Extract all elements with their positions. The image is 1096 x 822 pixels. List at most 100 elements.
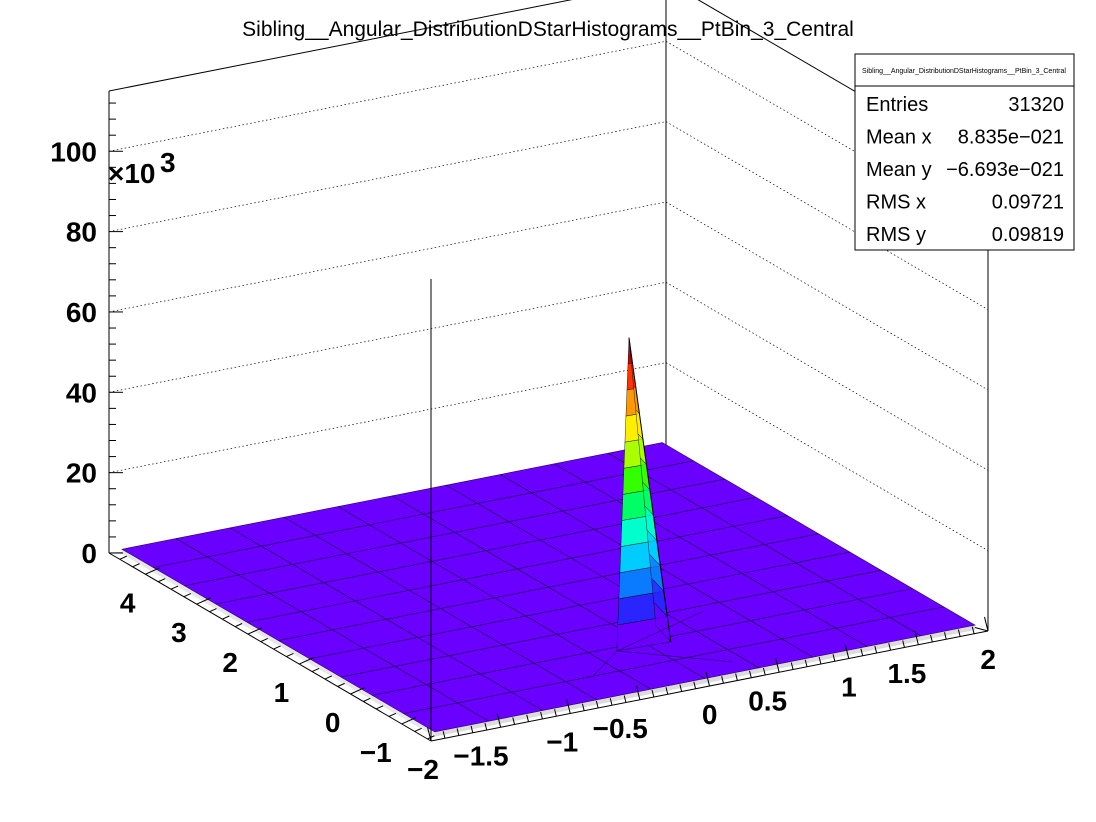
stats-label: Mean x — [866, 127, 932, 149]
x-tick-mark — [623, 695, 627, 703]
x-tick-mark — [804, 659, 808, 667]
x-tick-mark — [749, 670, 752, 678]
y-tick-mark — [414, 727, 422, 732]
spike-base-line — [616, 611, 703, 652]
chart-title: Sibling__Angular_DistributionDStarHistog… — [242, 18, 854, 41]
y-tick-mark — [196, 597, 211, 605]
x-tick-mark — [456, 728, 460, 736]
surface-gridline — [309, 551, 850, 660]
z-tick-label: 20 — [66, 458, 97, 489]
x-tick-label: −2 — [407, 754, 439, 785]
y-tick-mark — [158, 578, 166, 583]
y-tick-mark — [209, 608, 217, 613]
stats-label: Entries — [866, 94, 928, 116]
x-tick-mark — [775, 658, 780, 673]
x-tick-mark — [902, 640, 905, 648]
x-tick-mark — [581, 703, 585, 711]
x-tick-mark — [790, 662, 794, 670]
spike-base-line — [616, 650, 733, 663]
x-tick-mark — [512, 717, 516, 725]
x-tick-mark — [651, 689, 655, 698]
y-tick-mark — [260, 638, 268, 643]
y-tick-label: 4 — [120, 587, 136, 618]
stats-title: Sibling__Angular_DistributionDStarHistog… — [862, 68, 1066, 75]
surface-gridline — [403, 606, 944, 714]
y-tick-mark — [273, 645, 281, 650]
x-tick-mark — [762, 667, 766, 676]
stats-value: 0.09721 — [992, 192, 1064, 214]
x-tick-mark — [427, 726, 432, 742]
y-tick-label: 2 — [222, 647, 238, 678]
surface-gridline — [278, 533, 819, 641]
y-tick-label: 1 — [274, 677, 290, 708]
x-tick-mark — [860, 648, 864, 656]
y-tick-label: 0 — [325, 707, 341, 738]
x-tick-mark — [844, 644, 850, 659]
z-gridline — [108, 362, 667, 473]
x-tick-mark — [470, 725, 474, 733]
z-exponent: ×10 — [108, 158, 156, 189]
z-tick-label: 80 — [66, 217, 97, 248]
surface-side — [121, 549, 435, 737]
stats-value: −6.693e−021 — [946, 159, 1064, 181]
x-tick-mark — [526, 714, 529, 722]
x-tick-label: 0.5 — [748, 685, 787, 716]
y-tick-mark — [401, 717, 416, 725]
z-axis: 0 20 40 60 80 100 ×10 3 — [50, 91, 176, 569]
stats-label: Mean y — [866, 159, 932, 181]
y-tick-mark — [337, 682, 345, 687]
z-tick-label: 60 — [66, 297, 97, 328]
y-tick-mark — [324, 675, 333, 680]
x-tick-mark — [484, 722, 488, 731]
y-tick-mark — [234, 623, 243, 628]
y-tick-mark — [375, 705, 384, 710]
x-tick-mark — [957, 629, 961, 637]
x-tick-label: 2 — [980, 644, 996, 675]
y-tick-mark — [247, 627, 263, 635]
y-tick-mark — [350, 687, 365, 695]
y-tick-mark — [311, 667, 320, 673]
x-tick-mark — [496, 713, 502, 728]
stats-label: RMS x — [866, 192, 926, 214]
y-tick-mark — [132, 563, 140, 568]
x-tick-mark — [914, 630, 919, 645]
x-tick-label: −0.5 — [593, 713, 648, 744]
z-gridline — [108, 40, 667, 152]
z-exponent-power: 3 — [160, 147, 176, 178]
y-tick-mark — [145, 567, 160, 575]
frame-edge — [108, 0, 573, 92]
x-tick-mark — [984, 616, 989, 632]
stats-label: RMS y — [866, 224, 926, 246]
y-tick-mark — [286, 652, 294, 658]
y-tick-mark — [299, 657, 314, 665]
y-tick-mark — [363, 697, 371, 702]
surface-side — [434, 625, 976, 737]
x-tick-mark — [930, 634, 933, 643]
stats-value: 0.09819 — [992, 224, 1064, 246]
y-tick-mark — [119, 555, 127, 560]
x-tick-label: 0 — [702, 699, 718, 730]
x-tick-mark — [442, 731, 446, 739]
stats-box: Sibling__Angular_DistributionDStarHistog… — [854, 53, 1075, 251]
z-gridline — [108, 201, 667, 313]
y-tick-mark — [222, 615, 230, 620]
y-tick-label: −1 — [360, 737, 392, 768]
y-tick-mark — [427, 735, 435, 740]
z-tick-label: 0 — [81, 538, 97, 569]
surface-gridline — [247, 515, 788, 623]
x-tick-mark — [721, 676, 724, 684]
x-tick-mark — [693, 681, 697, 689]
x-tick-mark — [540, 711, 543, 720]
x-tick-mark — [888, 643, 892, 651]
x-tick-label: −1.5 — [453, 740, 508, 771]
y-tick-mark — [388, 712, 397, 717]
x-tick-mark — [595, 700, 599, 709]
peak-spike — [591, 337, 733, 678]
frame-edge — [108, 552, 432, 742]
x-tick-mark — [566, 699, 571, 714]
x-tick-mark — [943, 632, 947, 640]
spike-base-line — [591, 650, 618, 678]
x-tick-label: −1 — [546, 727, 578, 758]
x-tick-mark — [609, 698, 613, 706]
